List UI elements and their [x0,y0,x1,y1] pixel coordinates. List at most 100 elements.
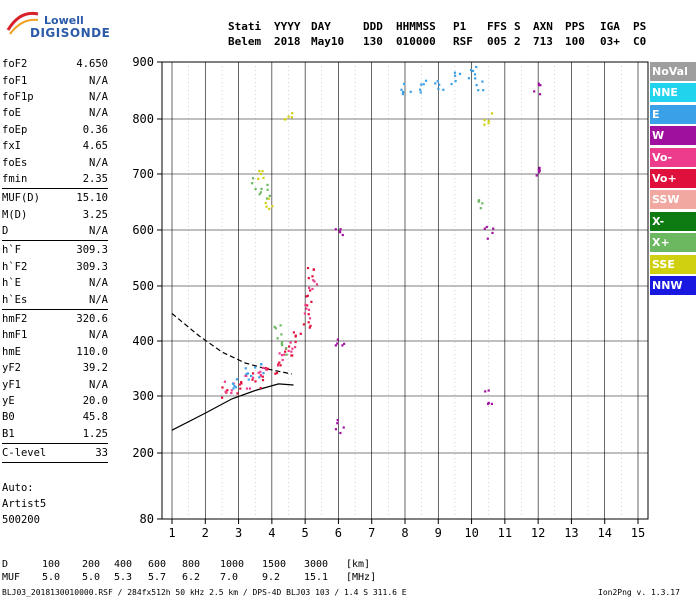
param-row: C-level 33 [2,445,108,461]
data-point [264,367,267,370]
x-tick-label: 1 [168,526,175,540]
data-point [491,231,494,234]
data-point [473,73,477,76]
data-point [307,277,310,280]
data-point [261,170,264,173]
param-row: foEp 0.36 [2,122,108,138]
param-value: 309.3 [76,260,108,273]
data-point [221,396,224,399]
data-point [307,321,310,324]
legend-item: W [650,126,696,146]
logo-swoosh-icon [6,11,39,35]
data-point [477,200,480,203]
param-value: N/A [89,293,108,306]
param-value: 309.3 [76,244,108,257]
data-point [271,205,274,208]
param-row: hmF2 320.6 [2,311,108,327]
data-point [336,422,339,425]
footer-d-value: 400 [114,559,133,570]
param-name: foF1 [2,74,28,87]
data-point [305,307,308,310]
lowell-logo: Lowell DIGISONDE [4,6,110,44]
data-point [290,116,293,119]
param-row: M(D) 3.25 [2,207,108,223]
data-point [454,74,457,77]
x-tick-label: 9 [435,526,442,540]
header-value-3: 130 [363,35,383,48]
data-point [283,118,286,121]
param-value: 45.8 [82,411,108,424]
param-name: h`F2 [2,260,28,273]
footer-muf-value: 6.2 [182,572,201,583]
data-point [487,119,490,122]
param-divider [2,188,108,190]
data-point [247,378,250,381]
data-point [315,283,319,286]
param-name: h`F [2,244,21,257]
data-point [309,289,312,292]
data-point [248,387,252,390]
data-point [257,177,260,180]
param-value: 39.2 [82,362,108,375]
footer-d-value: 100 [42,559,61,570]
data-point [252,372,255,375]
data-point [307,313,310,316]
param-value: N/A [89,74,108,87]
footer-muf-value: 15.1 [304,572,329,583]
param-row: fmin 2.35 [2,171,108,187]
data-point [230,389,233,392]
header-label-5: P1 [453,20,467,33]
param-row: foF2 4.650 [2,56,108,72]
data-point [294,346,297,349]
legend-item: X+ [650,233,696,253]
data-point [419,88,422,91]
data-point [483,119,486,122]
param-row: hmF1 N/A [2,327,108,343]
data-point [276,364,280,367]
data-point [334,228,337,231]
header-value-2: May10 [311,35,345,48]
param-value: 0.36 [82,123,108,136]
data-point [539,93,542,96]
param-value: N/A [89,277,108,290]
data-point [288,345,291,348]
legend-item: E [650,104,696,124]
param-name: hmE [2,345,21,358]
data-point [239,387,242,390]
data-point [483,123,486,126]
x-tick-label: 2 [202,526,209,540]
data-point [336,419,339,422]
y-tick-label: 900 [132,55,154,69]
header-value-8: 713 [533,35,553,48]
data-point [266,367,270,370]
data-point [244,374,247,377]
header-label-6: FFS [487,20,507,33]
data-point [311,275,314,278]
param-name: fmin [2,172,28,185]
data-point [231,382,235,385]
footer-d-value: 800 [182,559,201,570]
data-point [334,344,337,347]
data-point [401,93,404,96]
param-name: foEp [2,123,28,136]
data-point [487,401,490,404]
data-point [254,187,257,191]
data-point [259,370,262,373]
data-point [477,199,480,202]
data-point [250,374,253,378]
header-value-0: Belem [228,35,262,48]
y-tick-label: 200 [132,446,154,460]
data-point [268,194,271,197]
header-label-0: Stati [228,20,262,33]
data-point [259,191,262,194]
param-name: foF1p [2,90,34,103]
data-point [481,202,484,205]
data-point [400,88,403,91]
footer-d-value: 1000 [220,559,245,570]
legend-item: NoVal [650,62,696,81]
data-point [259,387,262,390]
data-point [483,227,486,230]
header-value-5: RSF [453,35,473,48]
data-point [538,170,541,174]
data-point [309,324,312,327]
